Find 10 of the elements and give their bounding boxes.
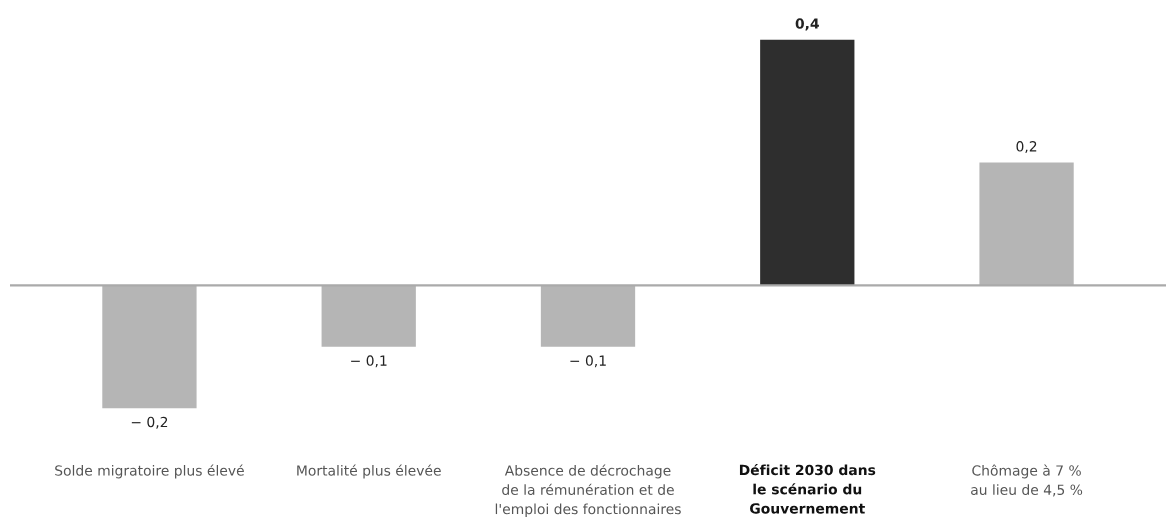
data-label: − 0,1 [351,355,387,368]
data-label: − 0,1 [570,355,606,368]
data-label: − 0,2 [131,416,168,429]
x-tick-label: Déficit 2030 dans le scénario du Gouvernement [739,463,876,514]
data-label: 0,4 [795,18,819,31]
data-label: 0,2 [1016,141,1037,153]
x-tick-label: Absence de décrochage de la rémunération et de l'emploi des fonctionnaires [495,464,681,517]
x-tick-label: Mortalité plus élevée [297,464,441,479]
x-tick-label: Chômage à 7 % au lieu de 4,5 % [971,464,1083,497]
x-tick-label: Solde migratoire plus élevé [55,464,244,479]
